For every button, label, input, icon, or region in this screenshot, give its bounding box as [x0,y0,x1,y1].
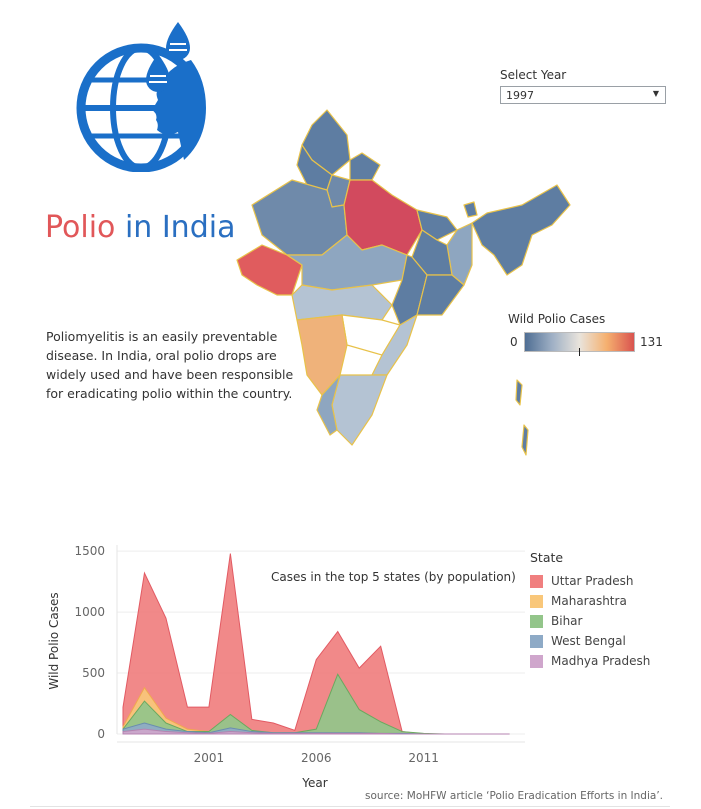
chevron-down-icon: ▼ [652,89,659,98]
legend-label: Bihar [551,614,583,628]
globe-droplets-face-icon [76,22,206,172]
title-word-polio: Polio [45,210,116,245]
y-tick-label: 0 [97,727,105,741]
legend-label: West Bengal [551,634,626,648]
y-tick-label: 500 [82,666,105,680]
source-note: source: MoHFW article ‘Polio Eradication… [365,790,663,802]
map-region-sikkim [463,201,478,218]
map-legend-max: 131 [640,335,663,349]
map-legend-marker [579,348,580,356]
state-legend-title: State [530,550,564,565]
legend-swatch [530,614,543,628]
title-word-india: in India [124,210,236,245]
x-tick-label: 2001 [194,751,225,765]
map-region-bihar [416,209,458,241]
map-region-kerala [316,374,341,436]
legend-item-madhya-pradesh[interactable]: Madhya Pradesh [530,651,650,671]
cases-area-chart[interactable]: 0 500 1000 1500 2001 2006 2011 Cases in the to… [40,535,530,795]
year-select-value: 1997 [506,89,534,102]
india-choropleth-map[interactable] [232,105,572,465]
state-legend: State Uttar Pradesh Maharashtra Bihar West … [530,550,650,671]
x-tick-label: 2011 [408,751,439,765]
page-title: Polio in India [45,210,235,245]
legend-swatch [530,574,543,588]
legend-label: Madhya Pradesh [551,654,651,668]
legend-swatch [530,654,543,668]
chart-annotation: Cases in the top 5 states (by population… [271,570,516,584]
legend-item-maharashtra[interactable]: Maharashtra [530,591,650,611]
y-axis-label: Wild Polio Cases [47,592,61,689]
area-series-madhya-pradesh[interactable] [122,728,510,735]
legend-swatch [530,634,543,648]
x-axis-label: Year [301,776,327,790]
legend-item-west-bengal[interactable]: West Bengal [530,631,650,651]
year-select-dropdown[interactable]: 1997 ▼ [500,86,666,104]
legend-item-bihar[interactable]: Bihar [530,611,650,631]
map-island-1 [515,379,523,406]
legend-label: Maharashtra [551,594,627,608]
map-legend-title: Wild Polio Cases [508,312,606,326]
map-island-2 [521,424,529,456]
legend-label: Uttar Pradesh [551,574,634,588]
map-region-odisha [416,274,465,316]
map-region-tamil-nadu [331,374,388,446]
year-filter-label: Select Year [500,68,567,82]
y-tick-label: 1500 [74,544,105,558]
map-region-uttarakhand [349,152,381,181]
bottom-divider [30,806,670,807]
y-tick-label: 1000 [74,605,105,619]
legend-swatch [530,594,543,608]
map-legend-min: 0 [510,335,518,349]
map-region-northeast [471,184,571,276]
description-text: Poliomyelitis is an easily preventable d… [46,329,294,401]
legend-item-uttar-pradesh[interactable]: Uttar Pradesh [530,571,650,591]
x-tick-label: 2006 [301,751,332,765]
